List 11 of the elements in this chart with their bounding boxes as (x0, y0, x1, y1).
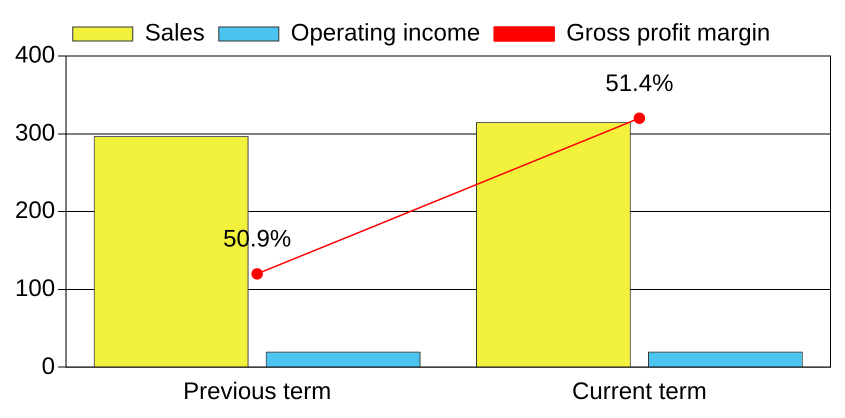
y-tick-label: 100 (14, 275, 56, 302)
legend-label: Sales (144, 20, 205, 47)
x-tick-label: Current term (572, 378, 707, 406)
data-label: 51.4% (605, 70, 674, 97)
x-tick-label: Previous term (183, 378, 332, 406)
y-tick-label: 300 (14, 119, 56, 146)
y-tick-label: 0 (42, 352, 56, 380)
legend-label: Gross profit margin (566, 20, 770, 47)
legend-label: Operating income (290, 20, 480, 47)
y-tick-label: 400 (14, 42, 56, 69)
y-tick-label: 200 (14, 197, 56, 224)
